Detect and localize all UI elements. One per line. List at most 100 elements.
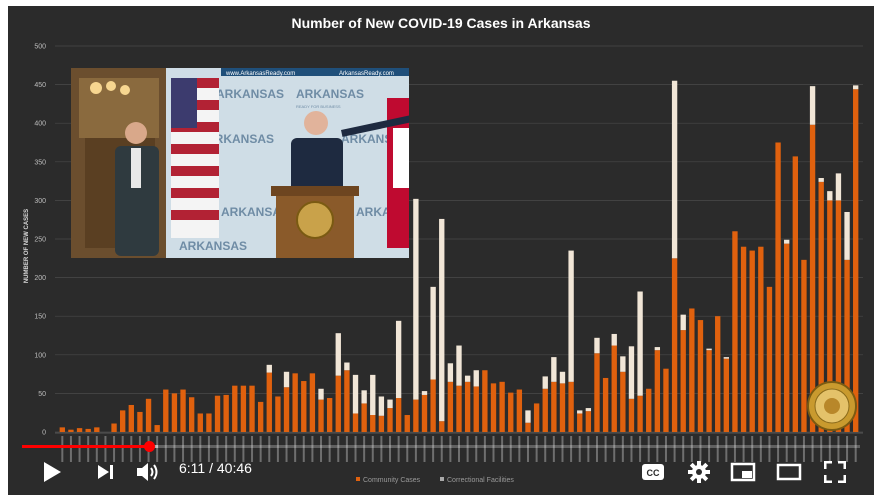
settings-button[interactable]: [684, 458, 714, 486]
x-tick-label: [777, 436, 780, 462]
banner-top-right: ArkansasReady.com: [339, 71, 394, 77]
bar-community-cases: [430, 379, 436, 432]
bar-community-cases: [611, 345, 617, 432]
scrubber-handle[interactable]: [143, 441, 155, 452]
backdrop-tagline: READY FOR BUSINESS: [296, 104, 341, 109]
x-tick-label: [121, 436, 124, 462]
bar-community-cases: [801, 259, 807, 432]
x-tick-label: [449, 436, 452, 462]
legend-swatch-community: [356, 477, 360, 481]
bar-correctional-facilities: [809, 86, 816, 125]
bar-correctional-facilities: [585, 408, 592, 412]
bar-community-cases: [145, 398, 152, 432]
x-tick-label: [587, 436, 590, 462]
bar-community-cases: [715, 316, 721, 432]
bar-community-cases: [542, 388, 548, 432]
x-tick-label: [501, 436, 504, 462]
bar-correctional-facilities: [473, 370, 479, 387]
theater-icon: [776, 463, 802, 481]
bar-community-cases: [76, 428, 83, 432]
x-tick-label: [656, 436, 659, 462]
bar-community-cases: [68, 429, 74, 432]
x-tick-label: [320, 436, 323, 462]
video-player[interactable]: Number of New COVID-19 Cases in Arkansas…: [8, 6, 874, 495]
bar-community-cases: [387, 408, 393, 432]
speaker-at-podium: [271, 111, 409, 258]
x-tick-label: [639, 436, 642, 462]
play-button[interactable]: [38, 458, 66, 486]
bar-community-cases: [568, 381, 574, 432]
bar-correctional-facilities: [283, 371, 290, 388]
x-tick-label: [811, 436, 814, 462]
bar-correctional-facilities: [456, 345, 462, 386]
bar-correctional-facilities: [395, 320, 402, 399]
bar-correctional-facilities: [680, 314, 686, 331]
bar-community-cases: [163, 389, 169, 432]
bar-correctional-facilities: [542, 376, 548, 389]
bar-correctional-facilities: [387, 399, 393, 409]
sign-language-interpreter: [115, 122, 159, 256]
bar-community-cases: [128, 404, 134, 432]
bar-community-cases: [439, 421, 445, 432]
x-tick-label: [130, 436, 133, 462]
bar-community-cases: [559, 383, 566, 432]
x-tick-label: [380, 436, 383, 462]
bar-community-cases: [240, 385, 247, 432]
y-tick-label: 150: [34, 314, 46, 321]
bar-correctional-facilities: [568, 250, 574, 382]
x-tick-label: [578, 436, 581, 462]
captions-icon: CC: [642, 464, 664, 480]
progress-bar[interactable]: [22, 441, 860, 452]
bar-community-cases: [499, 381, 505, 432]
bar-correctional-facilities: [525, 410, 531, 423]
settings-icon: [688, 461, 710, 483]
x-tick-label: [820, 436, 823, 462]
bar-correctional-facilities: [378, 396, 385, 416]
legend-label-community: Community Cases: [363, 477, 421, 484]
bar-community-cases: [473, 386, 479, 432]
x-tick-label: [742, 436, 745, 462]
bar-community-cases: [232, 385, 238, 432]
x-tick-label: [95, 436, 98, 462]
x-tick-label: [716, 436, 719, 462]
bar-correctional-facilities: [620, 356, 626, 372]
x-tick-label: [354, 436, 357, 462]
x-tick-label: [190, 436, 193, 462]
x-tick-label: [78, 436, 81, 462]
bar-community-cases: [214, 395, 221, 432]
mute-button[interactable]: [134, 458, 164, 486]
x-tick-label: [664, 436, 667, 462]
x-tick-label: [363, 436, 366, 462]
bar-community-cases: [395, 398, 402, 432]
bar-correctional-facilities: [706, 348, 712, 351]
bar-correctional-facilities: [361, 390, 367, 404]
bar-correctional-facilities: [439, 218, 445, 422]
bar-community-cases: [404, 415, 410, 432]
bar-community-cases: [464, 381, 471, 432]
y-tick-label: 200: [34, 275, 46, 282]
x-tick-label: [389, 436, 392, 462]
captions-button[interactable]: CC: [638, 458, 668, 486]
current-time: 6:11: [179, 460, 206, 476]
duration: 40:46: [216, 460, 252, 476]
bar-community-cases: [206, 413, 212, 432]
bar-community-cases: [853, 89, 859, 433]
press-conference-image: www.ArkansasReady.com ArkansasReady.com …: [71, 68, 409, 258]
bar-correctional-facilities: [464, 375, 471, 382]
x-tick-label: [414, 436, 417, 462]
y-tick-label: 0: [42, 430, 46, 437]
bar-community-cases: [663, 368, 669, 432]
x-tick-label: [509, 436, 512, 462]
bar-community-cases: [835, 200, 842, 432]
fullscreen-button[interactable]: [820, 458, 850, 486]
x-tick-label: [259, 436, 262, 462]
backdrop-text: ARKANSAS: [296, 87, 364, 101]
time-display: 6:11 / 40:46: [179, 460, 252, 476]
miniplayer-button[interactable]: [728, 458, 758, 486]
next-button[interactable]: [92, 458, 120, 486]
y-axis-ticks: 0 50 100 150 200 250 300 350 400 450 500: [34, 44, 46, 437]
x-tick-label: [268, 436, 271, 462]
x-tick-label: [104, 436, 107, 462]
theater-mode-button[interactable]: [774, 458, 804, 486]
y-tick-label: 350: [34, 159, 46, 166]
